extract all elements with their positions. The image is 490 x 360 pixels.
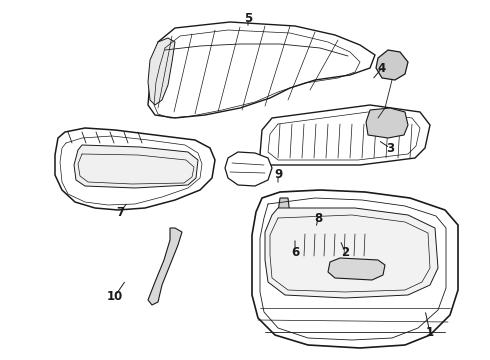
Text: 7: 7: [116, 206, 124, 219]
Polygon shape: [148, 22, 375, 118]
Polygon shape: [376, 50, 408, 80]
Text: 10: 10: [107, 289, 123, 302]
Text: 1: 1: [426, 327, 434, 339]
Polygon shape: [366, 108, 408, 138]
Text: 5: 5: [244, 12, 252, 24]
Text: 2: 2: [341, 246, 349, 258]
Polygon shape: [55, 128, 215, 210]
Polygon shape: [252, 190, 458, 348]
Polygon shape: [74, 145, 198, 188]
Text: 3: 3: [386, 141, 394, 154]
Polygon shape: [292, 232, 375, 260]
Polygon shape: [265, 208, 438, 298]
Polygon shape: [148, 228, 182, 305]
Text: 8: 8: [314, 211, 322, 225]
Polygon shape: [328, 258, 385, 280]
Text: 6: 6: [291, 246, 299, 258]
Polygon shape: [278, 198, 290, 270]
Polygon shape: [148, 38, 175, 105]
Polygon shape: [260, 105, 430, 165]
Text: 4: 4: [378, 62, 386, 75]
Text: 9: 9: [274, 168, 282, 181]
Polygon shape: [225, 152, 272, 186]
